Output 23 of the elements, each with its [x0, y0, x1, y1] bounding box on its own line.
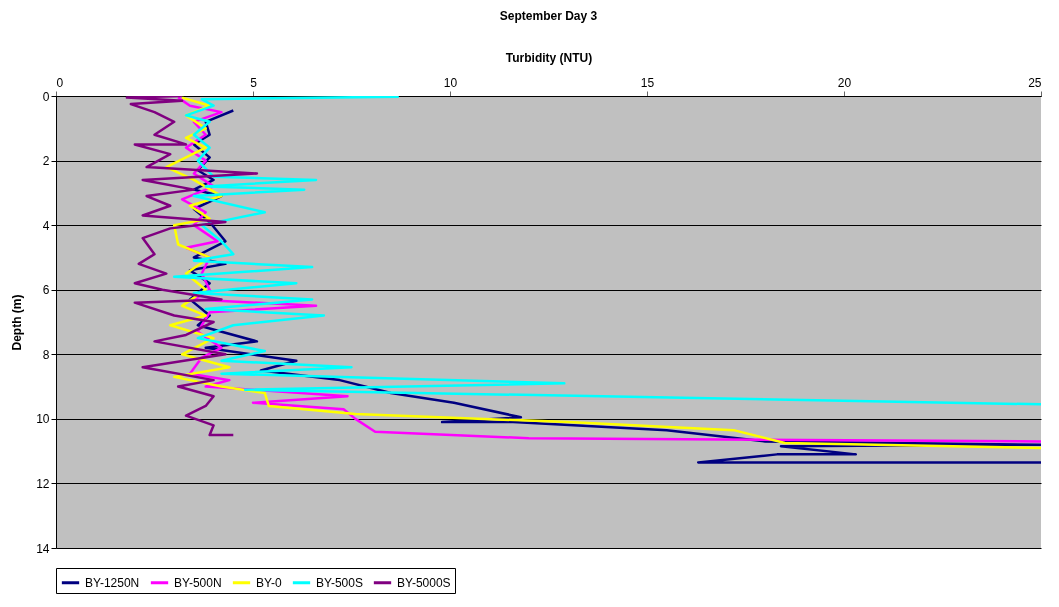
legend-label: BY-500N	[174, 575, 222, 590]
x-axis-title: Turbidity (NTU)	[505, 50, 593, 65]
chart-title: September Day 3	[499, 9, 598, 23]
x-tick-label: 5	[250, 75, 258, 90]
legend-label: BY-0	[256, 575, 282, 590]
y-tick-label: 14	[36, 541, 50, 556]
y-axis-title: Depth (m)	[10, 294, 25, 351]
x-tick-label: 15	[640, 75, 655, 90]
legend-label: BY-5000S	[397, 575, 451, 590]
y-tick-label: 2	[42, 154, 50, 169]
legend-label: BY-500S	[316, 575, 363, 590]
y-tick-label: 12	[36, 476, 50, 491]
x-tick-label: 20	[837, 75, 852, 90]
line-series	[125, 96, 259, 437]
y-tick-label: 6	[42, 283, 50, 298]
y-tick-label: 4	[42, 218, 50, 233]
x-tick-label: 25	[1028, 75, 1042, 90]
y-tick-label: 8	[42, 347, 50, 362]
x-tick-label: 0	[56, 75, 64, 90]
y-tick-label: 0	[42, 89, 50, 104]
y-tick-label: 10	[36, 412, 50, 427]
x-tick-label: 10	[443, 75, 458, 90]
legend-label: BY-1250N	[85, 575, 140, 590]
